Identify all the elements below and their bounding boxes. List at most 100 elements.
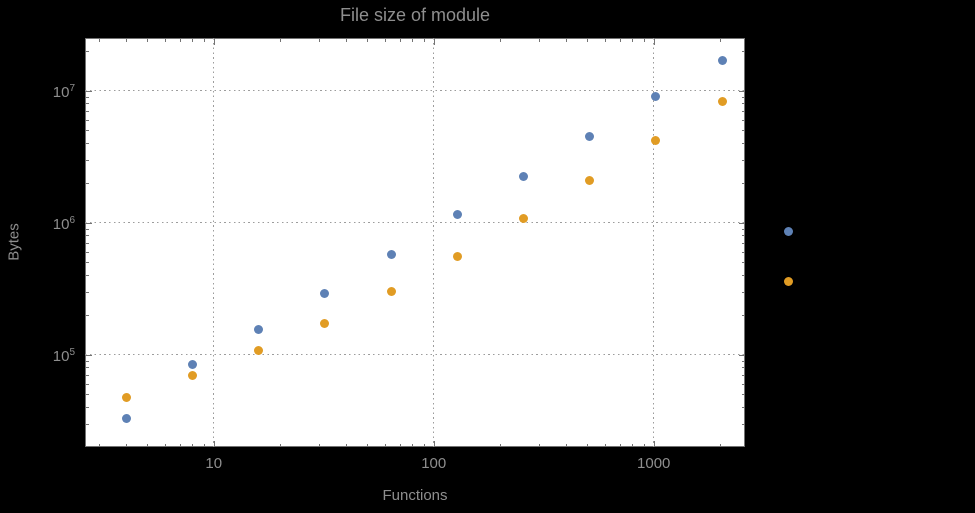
- data-point-orange: [320, 319, 330, 329]
- x-gridline: [433, 38, 435, 447]
- x-minor-tick: [538, 444, 540, 447]
- x-minor-tick: [604, 39, 606, 42]
- y-major-tick: [739, 222, 745, 224]
- y-minor-tick: [742, 111, 745, 112]
- y-minor-tick: [86, 262, 89, 264]
- x-major-tick: [213, 441, 215, 447]
- chart-title: File size of module: [339, 5, 491, 25]
- x-minor-tick: [499, 444, 501, 447]
- y-major-tick: [739, 90, 745, 92]
- x-minor-tick: [147, 444, 149, 447]
- x-minor-tick: [566, 444, 568, 447]
- y-gridline: [85, 353, 745, 356]
- y-minor-tick: [742, 360, 745, 362]
- y-major-tick: [86, 354, 92, 356]
- y-minor-tick: [86, 228, 89, 230]
- y-minor-tick: [86, 360, 89, 362]
- y-minor-tick: [742, 383, 745, 385]
- x-major-tick: [433, 441, 435, 447]
- y-minor-tick: [86, 130, 89, 132]
- y-minor-tick: [86, 383, 89, 385]
- y-minor-tick: [86, 235, 89, 237]
- x-minor-tick: [346, 39, 348, 42]
- x-minor-tick: [619, 39, 621, 42]
- data-point-blue: [452, 210, 462, 220]
- x-gridline: [213, 38, 215, 447]
- x-minor-tick: [587, 444, 589, 447]
- y-minor-tick: [86, 111, 89, 112]
- y-minor-tick: [86, 182, 89, 184]
- x-minor-tick: [98, 444, 100, 447]
- x-gridline: [653, 38, 655, 447]
- y-minor-tick: [742, 423, 745, 425]
- x-minor-tick: [719, 39, 721, 42]
- y-minor-tick: [86, 375, 89, 377]
- x-minor-tick: [126, 39, 128, 42]
- y-minor-tick: [742, 50, 745, 52]
- x-minor-tick: [346, 444, 348, 447]
- y-minor-tick: [742, 367, 745, 369]
- x-minor-tick: [179, 39, 181, 42]
- x-major-tick: [433, 39, 435, 45]
- y-minor-tick: [742, 251, 745, 253]
- y-gridline: [85, 89, 745, 92]
- y-minor-tick: [86, 119, 89, 121]
- data-point-orange: [783, 276, 793, 286]
- data-point-orange: [452, 251, 462, 261]
- data-point-blue: [254, 325, 264, 335]
- x-minor-tick: [399, 444, 401, 447]
- x-minor-tick: [587, 39, 589, 42]
- y-minor-tick: [742, 119, 745, 121]
- data-point-orange: [717, 96, 727, 106]
- y-minor-tick: [742, 291, 745, 293]
- x-minor-tick: [318, 39, 320, 42]
- x-minor-tick: [126, 444, 128, 447]
- x-minor-tick: [619, 444, 621, 447]
- y-minor-tick: [86, 314, 89, 316]
- x-minor-tick: [384, 444, 386, 447]
- x-minor-tick: [164, 39, 166, 42]
- x-minor-tick: [192, 39, 194, 42]
- x-minor-tick: [423, 444, 425, 447]
- y-axis-label: Bytes: [5, 223, 23, 261]
- x-minor-tick: [412, 444, 414, 447]
- data-point-orange: [254, 346, 264, 356]
- x-minor-tick: [98, 39, 100, 42]
- x-minor-tick: [179, 444, 181, 447]
- y-minor-tick: [742, 228, 745, 230]
- x-major-tick: [653, 39, 655, 45]
- y-minor-tick: [742, 159, 745, 161]
- x-minor-tick: [604, 444, 606, 447]
- data-point-blue: [320, 289, 330, 299]
- y-minor-tick: [86, 159, 89, 161]
- y-minor-tick: [86, 367, 89, 369]
- x-minor-tick: [499, 39, 501, 42]
- data-point-blue: [386, 250, 396, 260]
- y-major-tick: [739, 354, 745, 356]
- plot-area: [85, 38, 745, 447]
- x-minor-tick: [203, 444, 205, 447]
- data-point-blue: [717, 55, 727, 65]
- data-point-blue: [783, 226, 793, 236]
- x-minor-tick: [643, 444, 645, 447]
- x-minor-tick: [719, 444, 721, 447]
- y-major-tick: [86, 222, 92, 224]
- y-minor-tick: [742, 96, 745, 98]
- y-gridline: [85, 221, 745, 224]
- x-minor-tick: [279, 444, 281, 447]
- data-point-orange: [651, 135, 661, 145]
- y-minor-tick: [86, 394, 89, 396]
- data-point-blue: [121, 413, 131, 423]
- y-minor-tick: [742, 143, 745, 145]
- y-minor-tick: [86, 96, 89, 98]
- x-tick-label: 1000: [637, 455, 671, 472]
- y-minor-tick: [742, 394, 745, 396]
- y-minor-tick: [742, 182, 745, 184]
- y-minor-tick: [742, 314, 745, 316]
- data-point-orange: [585, 175, 595, 185]
- y-minor-tick: [86, 275, 89, 277]
- data-point-blue: [187, 359, 197, 369]
- x-minor-tick: [399, 39, 401, 42]
- y-minor-tick: [742, 375, 745, 377]
